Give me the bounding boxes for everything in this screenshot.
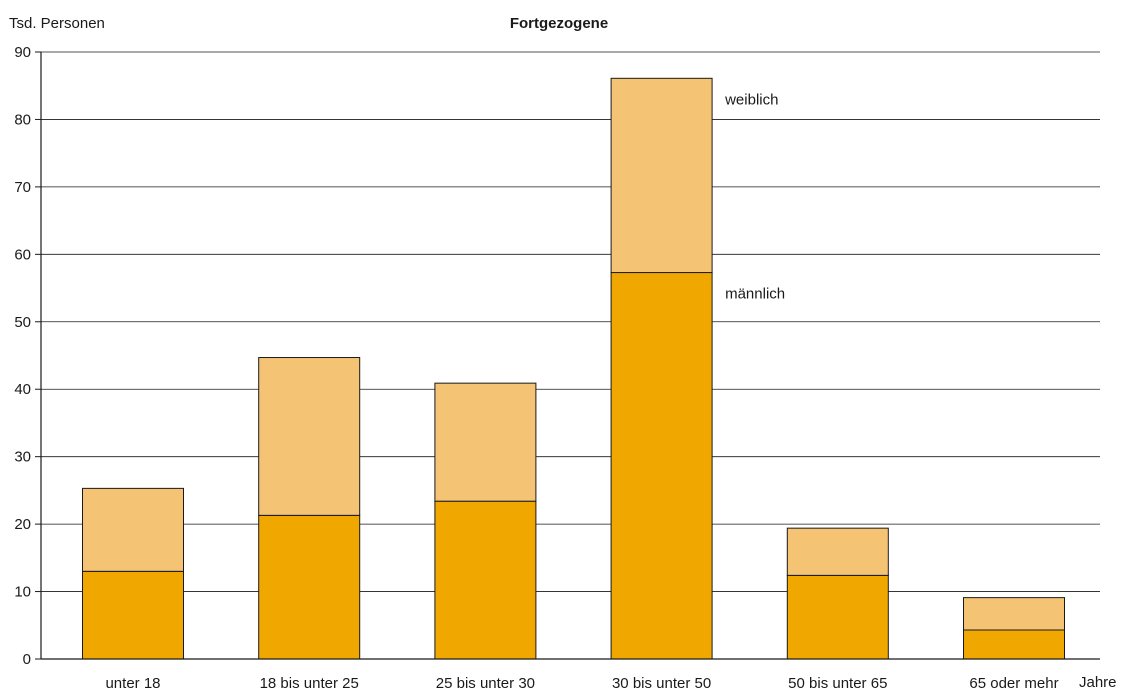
x-category-label: 50 bis unter 65 (788, 675, 887, 692)
y-tick-label: 40 (14, 381, 31, 398)
bar-maennlich (434, 500, 537, 660)
y-tick-label: 10 (14, 584, 31, 601)
bar-weiblich (258, 357, 361, 516)
y-tick-label: 80 (14, 111, 31, 128)
y-tick-label: 50 (14, 314, 31, 331)
bar-weiblich (434, 382, 537, 502)
bar-maennlich (963, 629, 1065, 660)
bars (82, 77, 1065, 660)
series-label-maennlich: männlich (725, 286, 785, 303)
series-labels: männlich weiblich (724, 91, 785, 302)
x-axis-unit-label: Jahre (1079, 674, 1117, 691)
bar-maennlich (610, 272, 713, 660)
bar-maennlich (258, 514, 361, 660)
x-axis-categories: unter 18 18 bis unter 25 25 bis unter 30 30… (105, 675, 1058, 692)
bar-weiblich (82, 487, 184, 572)
x-category-label: 25 bis unter 30 (436, 675, 535, 692)
y-tick-label: 70 (14, 179, 31, 196)
x-category-label: 18 bis unter 25 (260, 675, 359, 692)
y-tick-label: 30 (14, 449, 31, 466)
y-tick-label: 60 (14, 246, 31, 263)
gridlines (41, 51, 1100, 592)
bar-maennlich (82, 570, 184, 660)
bar-weiblich (610, 77, 713, 274)
x-category-label: unter 18 (105, 675, 160, 692)
bar-weiblich (786, 527, 889, 576)
x-category-label: 30 bis unter 50 (612, 675, 711, 692)
y-tick-label: 20 (14, 516, 31, 533)
chart-title: Fortgezogene (510, 15, 608, 32)
y-tick-label: 90 (14, 44, 31, 61)
bar-weiblich (963, 597, 1065, 631)
y-tick-label: 0 (23, 651, 31, 668)
series-label-weiblich: weiblich (724, 91, 778, 108)
y-axis-ticks: 0 10 20 30 40 50 60 70 80 90 (14, 44, 41, 668)
x-category-label: 65 oder mehr (969, 675, 1058, 692)
bar-maennlich (786, 574, 889, 660)
y-axis-unit-label: Tsd. Personen (9, 15, 105, 32)
